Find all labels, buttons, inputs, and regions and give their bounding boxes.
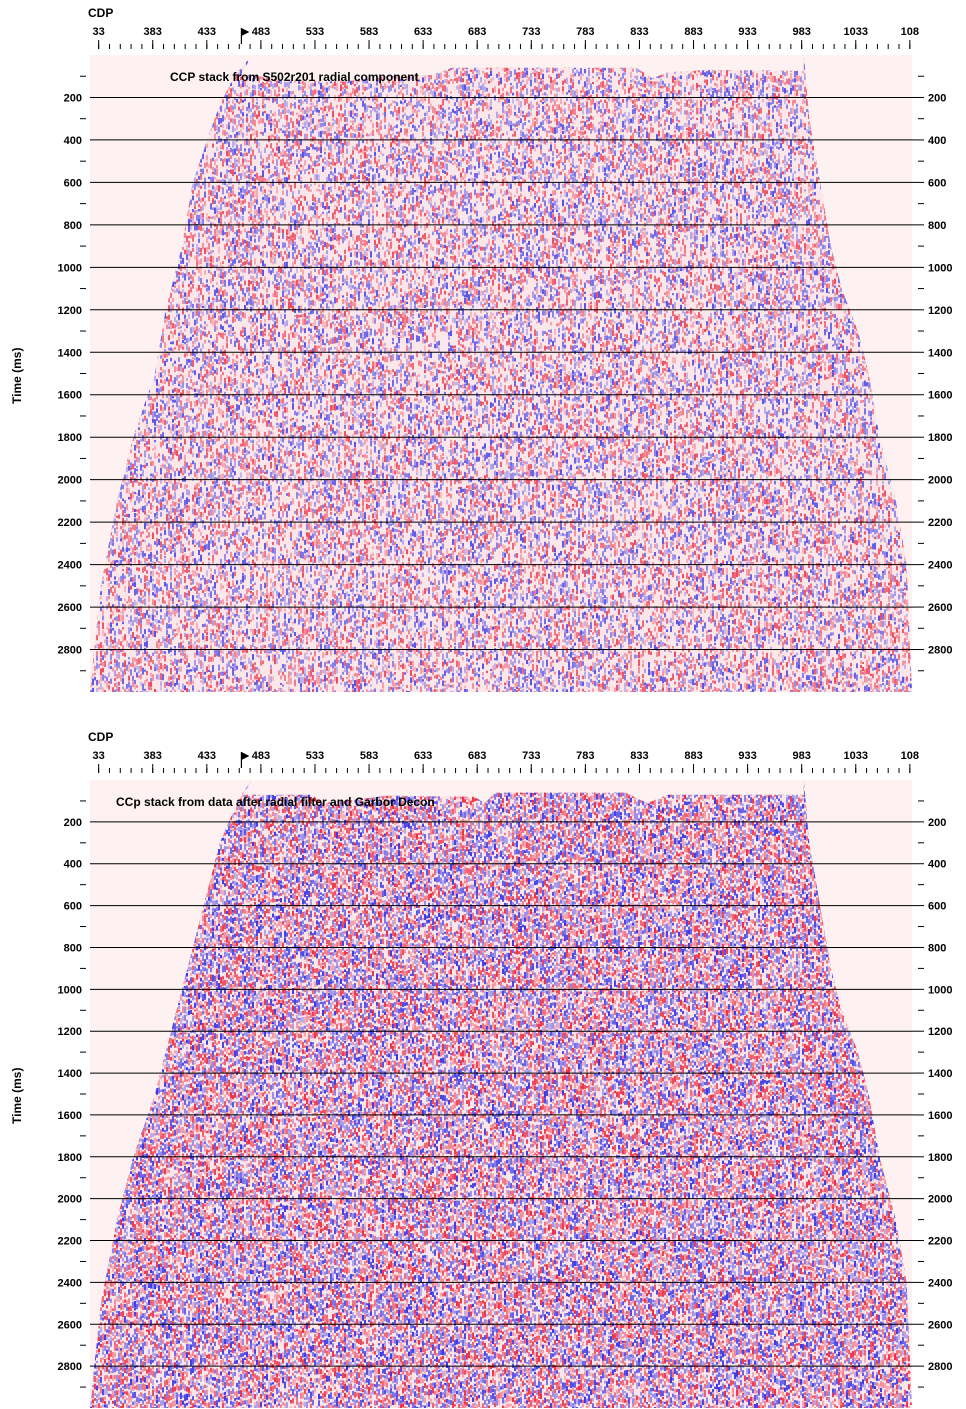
x-tick-label: 633 [414, 750, 432, 762]
y-tick-label-left: 2200 [58, 517, 82, 529]
y-tick-label-left: 1200 [58, 1026, 82, 1038]
y-tick-label-right: 2800 [928, 645, 952, 657]
x-tick-label: 683 [468, 26, 486, 38]
x-tick-label: 683 [468, 750, 486, 762]
x-tick-label: 583 [360, 750, 378, 762]
y-tick-label-left: 2600 [58, 1319, 82, 1331]
y-tick-label-right: 1000 [928, 262, 952, 274]
cdp-marker-flag [241, 28, 249, 36]
x-tick-label: 108 [901, 750, 919, 762]
x-tick-label: 433 [198, 26, 216, 38]
y-tick-label-right: 1200 [928, 305, 952, 317]
seismic-panel-bottom: CDP Time (ms) 200 200 400 400 600 600 800 800 10… [0, 722, 966, 1409]
x-tick-label: 783 [576, 750, 594, 762]
y-tick-label-right: 2000 [928, 475, 952, 487]
x-tick-label: 583 [360, 26, 378, 38]
x-tick-label: 108 [901, 26, 919, 38]
y-tick-label-right: 2600 [928, 1319, 952, 1331]
x-tick-label: 533 [306, 750, 324, 762]
seismic-section: 200 200 400 400 600 600 800 800 1000 1000 1200 1200… [0, 0, 966, 704]
x-tick-label: 833 [630, 750, 648, 762]
y-tick-label-left: 2800 [58, 1361, 82, 1373]
x-tick-label: 633 [414, 26, 432, 38]
x-tick-label: 383 [144, 750, 162, 762]
x-tick-label: 433 [198, 750, 216, 762]
y-tick-label-left: 800 [64, 942, 82, 954]
y-tick-label-left: 1600 [58, 390, 82, 402]
y-tick-label-right: 400 [928, 859, 946, 871]
y-tick-label-left: 1600 [58, 1110, 82, 1122]
y-tick-label-right: 200 [928, 92, 946, 104]
y-tick-label-right: 600 [928, 177, 946, 189]
y-tick-label-left: 2600 [58, 602, 82, 614]
seismic-section: 200 200 400 400 600 600 800 800 1000 1000 1200 1200… [0, 722, 966, 1409]
y-tick-label-left: 1000 [58, 262, 82, 274]
y-tick-label-left: 1800 [58, 432, 82, 444]
y-tick-label-left: 800 [64, 220, 82, 232]
x-tick-label: 383 [144, 26, 162, 38]
y-tick-label-right: 2400 [928, 1277, 952, 1289]
x-tick-label: 983 [792, 26, 810, 38]
y-tick-label-right: 1800 [928, 1152, 952, 1164]
y-tick-label-left: 1800 [58, 1152, 82, 1164]
x-tick-label: 983 [792, 750, 810, 762]
y-tick-label-right: 2200 [928, 1236, 952, 1248]
y-tick-label-right: 800 [928, 220, 946, 232]
y-tick-label-left: 600 [64, 901, 82, 913]
x-tick-label: 483 [252, 26, 270, 38]
y-tick-label-right: 200 [928, 817, 946, 829]
x-tick-label: 733 [522, 26, 540, 38]
y-tick-label-left: 1000 [58, 984, 82, 996]
x-tick-label: 483 [252, 750, 270, 762]
y-tick-label-right: 800 [928, 942, 946, 954]
y-tick-label-right: 2000 [928, 1194, 952, 1206]
y-tick-label-right: 1400 [928, 1068, 952, 1080]
x-tick-label: 33 [93, 26, 105, 38]
x-tick-label: 1033 [844, 26, 868, 38]
y-tick-label-left: 2800 [58, 645, 82, 657]
y-tick-label-right: 2800 [928, 1361, 952, 1373]
panel-title: CCP stack from S502r201 radial component [170, 70, 419, 84]
y-tick-label-left: 200 [64, 92, 82, 104]
seismic-panel-top: CDP Time (ms) 200 200 400 400 600 600 800 800 10… [0, 0, 966, 704]
y-tick-label-right: 1600 [928, 1110, 952, 1122]
panel-title: CCp stack from data after radial filter … [116, 795, 435, 809]
y-tick-label-right: 2400 [928, 560, 952, 572]
y-tick-label-left: 2400 [58, 560, 82, 572]
y-tick-label-right: 2600 [928, 602, 952, 614]
x-tick-label: 833 [630, 26, 648, 38]
y-tick-label-right: 1800 [928, 432, 952, 444]
trace-layer [90, 780, 912, 1409]
x-tick-label: 1033 [844, 750, 868, 762]
y-tick-label-right: 1200 [928, 1026, 952, 1038]
y-tick-label-left: 1400 [58, 347, 82, 359]
x-tick-label: 33 [93, 750, 105, 762]
y-tick-label-right: 2200 [928, 517, 952, 529]
y-tick-label-left: 600 [64, 177, 82, 189]
y-tick-label-left: 400 [64, 859, 82, 871]
y-tick-label-left: 2400 [58, 1277, 82, 1289]
trace-layer [90, 55, 912, 698]
y-tick-label-left: 400 [64, 135, 82, 147]
x-tick-label: 733 [522, 750, 540, 762]
x-tick-label: 933 [738, 26, 756, 38]
y-tick-label-right: 1600 [928, 390, 952, 402]
y-tick-label-left: 2000 [58, 1194, 82, 1206]
cdp-marker-flag [241, 752, 249, 760]
y-tick-label-right: 400 [928, 135, 946, 147]
y-tick-label-right: 1400 [928, 347, 952, 359]
y-tick-label-left: 200 [64, 817, 82, 829]
y-tick-label-right: 1000 [928, 984, 952, 996]
y-tick-label-left: 2000 [58, 475, 82, 487]
x-tick-label: 533 [306, 26, 324, 38]
x-tick-label: 883 [684, 750, 702, 762]
x-tick-label: 783 [576, 26, 594, 38]
x-tick-label: 883 [684, 26, 702, 38]
y-tick-label-left: 1200 [58, 305, 82, 317]
x-tick-label: 933 [738, 750, 756, 762]
y-tick-label-left: 1400 [58, 1068, 82, 1080]
y-tick-label-right: 600 [928, 901, 946, 913]
y-tick-label-left: 2200 [58, 1236, 82, 1248]
